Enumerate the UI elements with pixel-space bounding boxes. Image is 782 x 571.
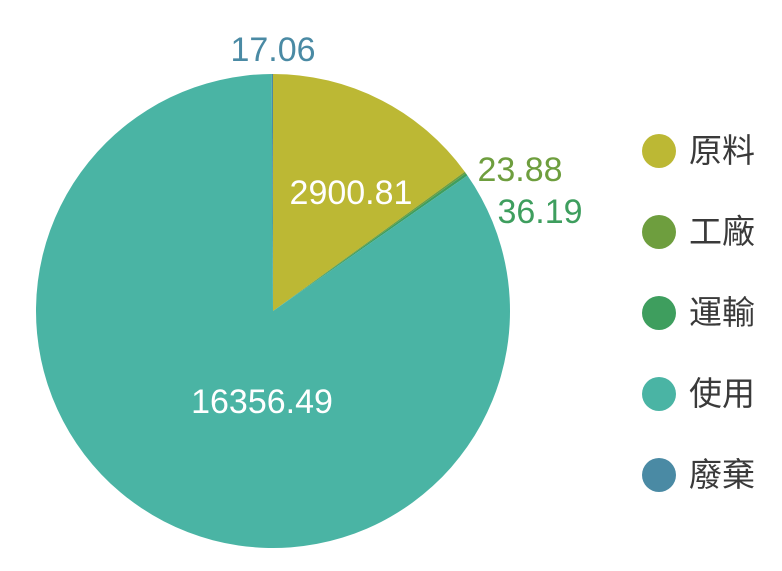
data-label: 23.88: [477, 151, 562, 189]
legend-swatch: [642, 215, 676, 249]
legend-label: 廢棄: [689, 455, 755, 494]
legend-label: 原料: [689, 131, 755, 170]
slice-transport: [273, 173, 468, 311]
slice-disposal: [271, 73, 273, 311]
slice-factory: [273, 171, 466, 311]
slice-raw-materials: [273, 74, 465, 311]
legend-swatch: [642, 296, 676, 330]
legend-label: 使用: [689, 374, 755, 413]
data-label: 36.19: [497, 193, 582, 231]
legend-swatch: [642, 134, 676, 168]
pie-data-labels: 2900.81 23.88 36.19 16356.49 17.06: [191, 31, 582, 421]
data-label: 16356.49: [191, 383, 333, 421]
legend-label: 運輸: [689, 293, 755, 332]
data-label: 2900.81: [290, 174, 413, 212]
legend-swatch: [642, 458, 676, 492]
data-label: 17.06: [230, 31, 315, 69]
legend-label: 工廠: [689, 212, 755, 251]
legend-swatch: [642, 377, 676, 411]
pie-slices: [36, 73, 511, 548]
slice-use: [36, 74, 511, 548]
